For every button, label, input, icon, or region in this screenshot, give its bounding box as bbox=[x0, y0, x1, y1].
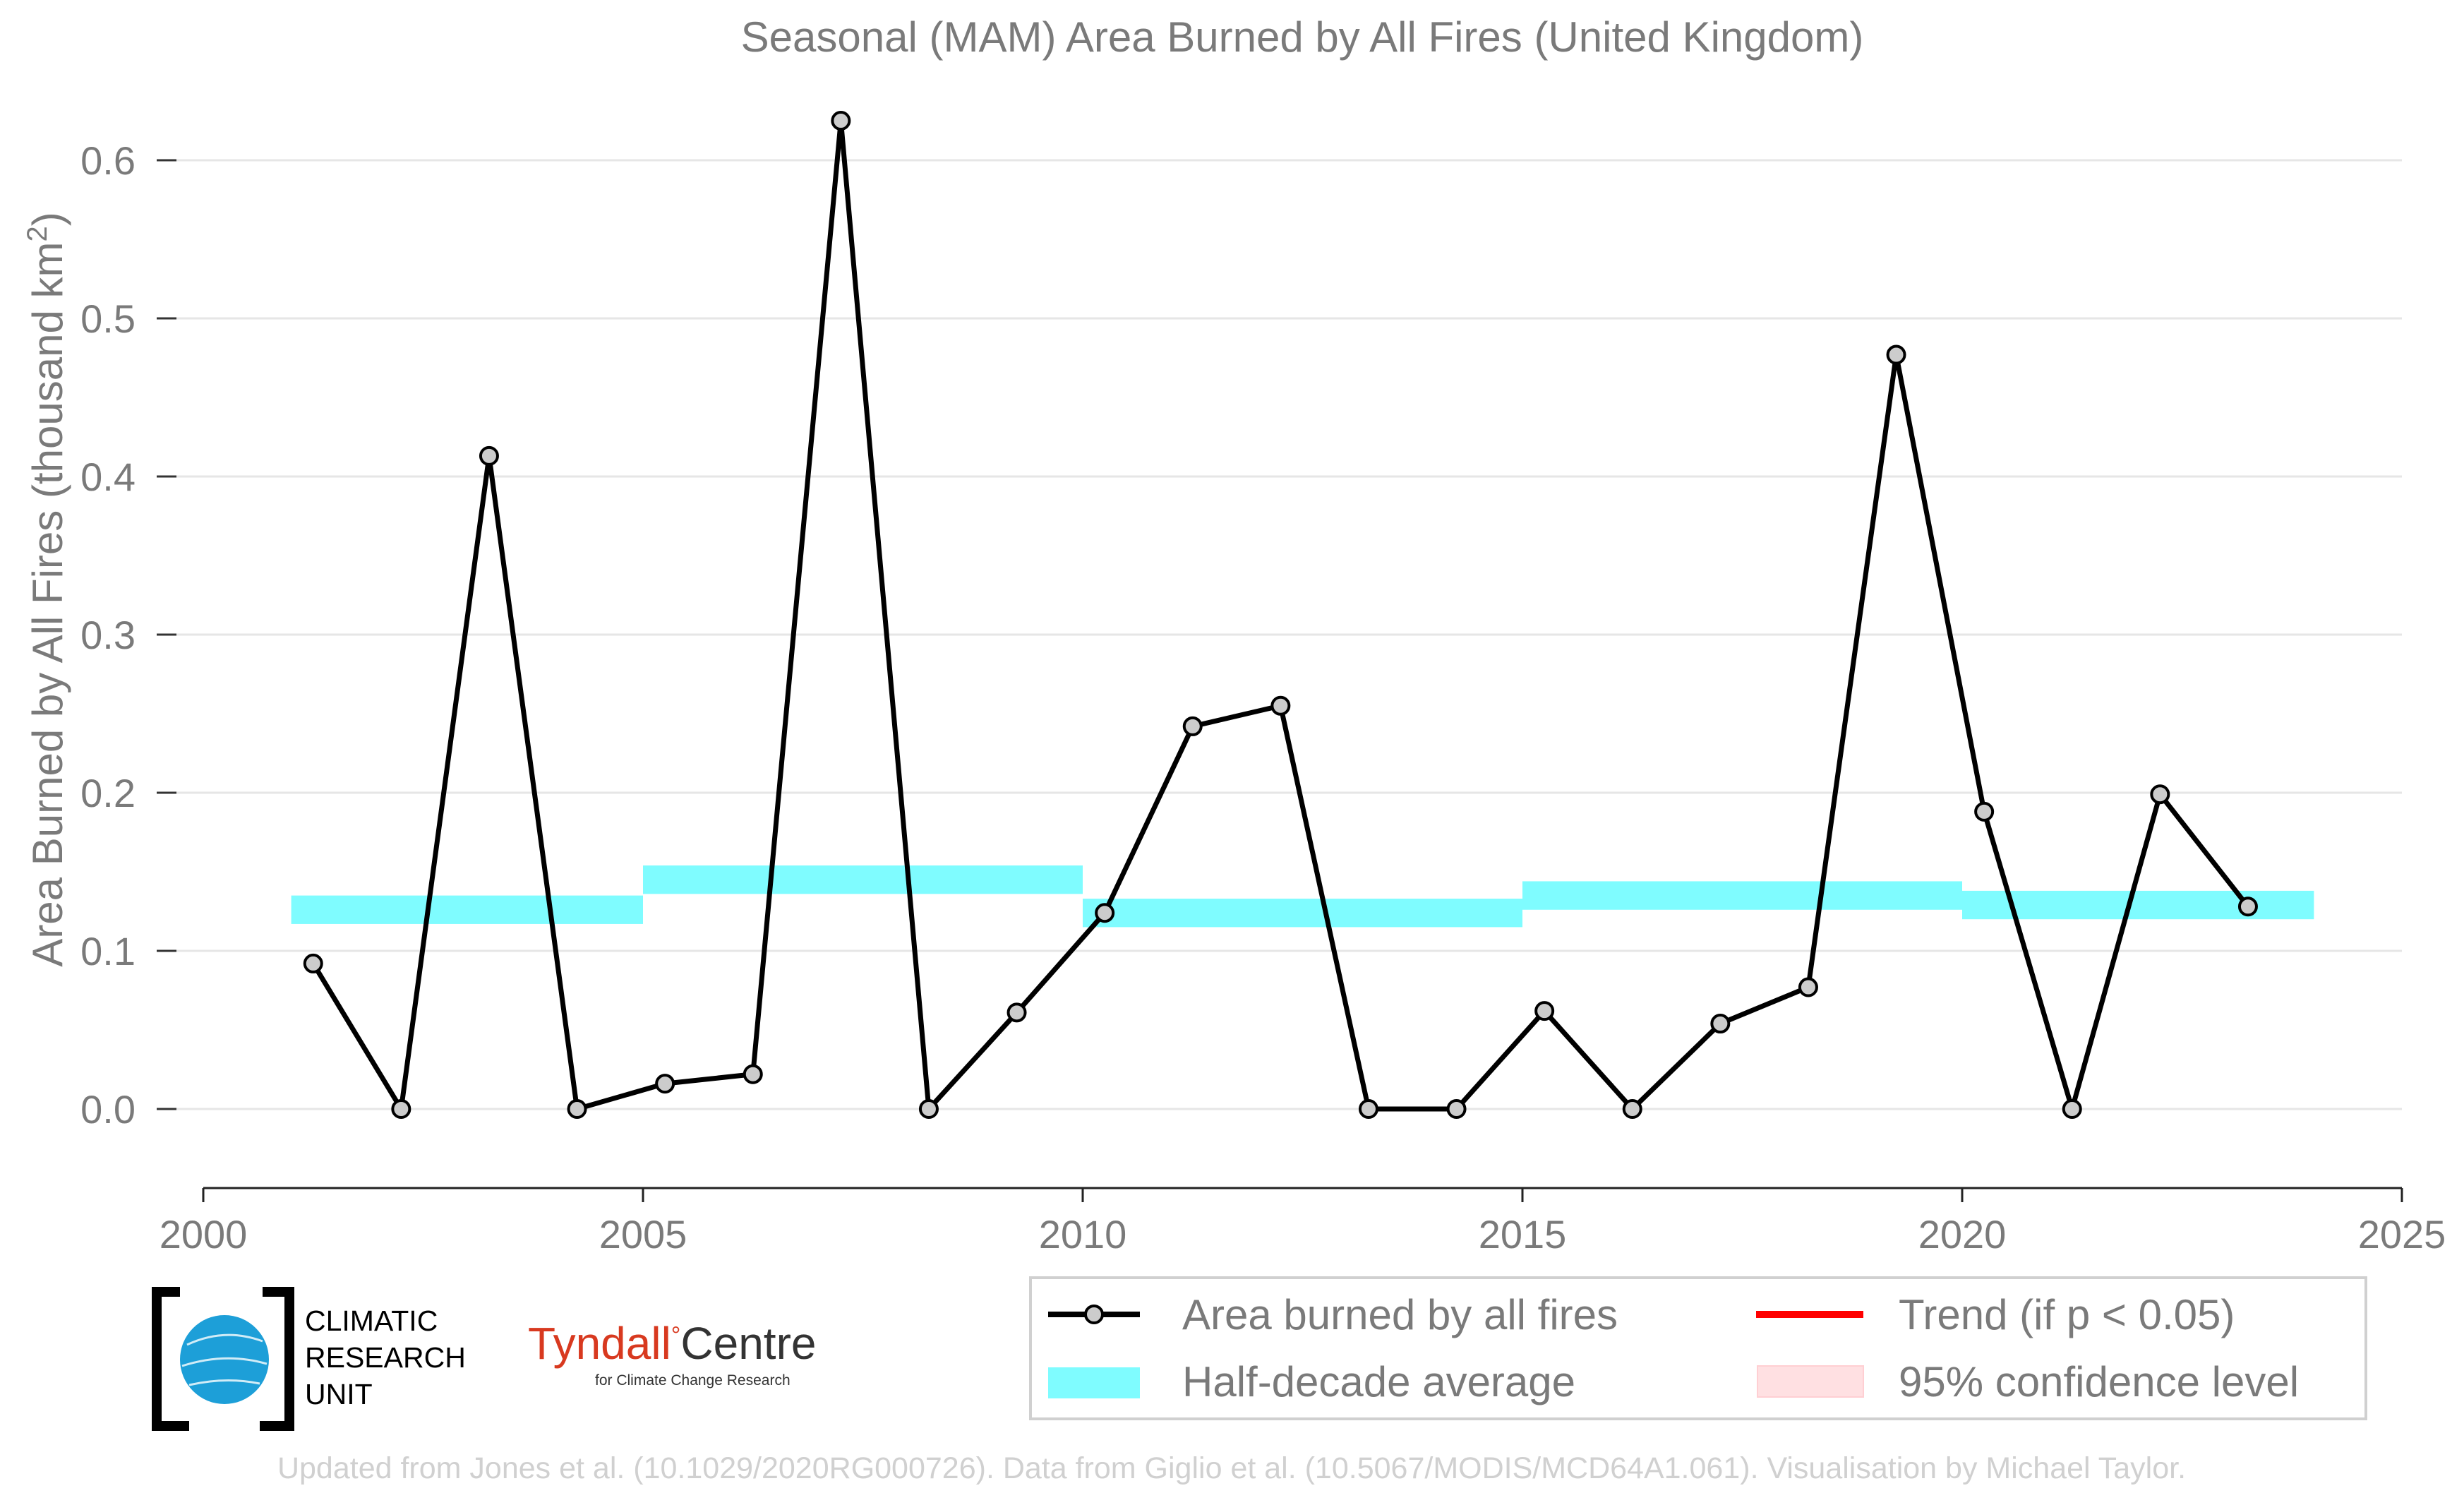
data-point bbox=[479, 445, 499, 466]
data-point bbox=[1886, 344, 1906, 365]
data-point bbox=[1182, 716, 1203, 736]
x-tick-label: 2025 bbox=[2358, 1212, 2446, 1257]
data-point bbox=[743, 1064, 763, 1084]
half-decade-band bbox=[291, 895, 643, 924]
data-point bbox=[2062, 1099, 2082, 1119]
legend-label-series: Area burned by all fires bbox=[1182, 1291, 1618, 1338]
chart-title: Seasonal (MAM) Area Burned by All Fires … bbox=[741, 13, 1864, 61]
data-point bbox=[918, 1099, 939, 1119]
y-tick-label: 0.2 bbox=[80, 771, 136, 815]
y-axis: 0.0 0.1 0.2 0.3 0.4 0.5 0.6 bbox=[80, 138, 176, 1132]
y-axis-label-superscript: 2 bbox=[22, 226, 53, 241]
y-axis-label-close: ) bbox=[24, 212, 71, 226]
y-tick-label: 0.5 bbox=[80, 296, 136, 341]
cru-line-1: CLIMATIC bbox=[305, 1305, 438, 1337]
legend-item-confidence: 95% confidence level bbox=[1757, 1358, 2299, 1405]
series-area-burned bbox=[303, 111, 2258, 1119]
y-tick-label: 0.6 bbox=[80, 138, 136, 183]
half-decade-band bbox=[1083, 899, 1522, 928]
legend-label-trend: Trend (if p < 0.05) bbox=[1899, 1291, 2235, 1338]
y-tick-label: 0.1 bbox=[80, 929, 136, 973]
legend-box bbox=[1029, 1276, 2367, 1420]
legend-item-trend: Trend (if p < 0.05) bbox=[1756, 1291, 2235, 1338]
y-axis-label-text: Area Burned by All Fires (thousand km bbox=[24, 242, 71, 967]
data-point bbox=[655, 1074, 675, 1094]
y-tick-label: 0.4 bbox=[80, 455, 136, 499]
cru-logo: CLIMATIC RESEARCH UNIT bbox=[152, 1287, 466, 1431]
tyndall-subtitle: for Climate Change Research bbox=[595, 1372, 791, 1389]
cru-globe-icon bbox=[180, 1315, 269, 1404]
x-axis: 2000 2005 2010 2015 2020 2025 bbox=[160, 1187, 2446, 1257]
data-point bbox=[1446, 1099, 1467, 1119]
data-point bbox=[1974, 801, 1995, 822]
legend-label-confidence: 95% confidence level bbox=[1899, 1358, 2299, 1405]
legend-band-symbol bbox=[1048, 1367, 1140, 1398]
data-point bbox=[1710, 1014, 1731, 1034]
cru-bracket-left bbox=[152, 1287, 189, 1431]
legend-item-series: Area burned by all fires bbox=[1048, 1291, 1618, 1338]
data-point bbox=[1095, 903, 1115, 923]
legend: Area burned by all fires Trend (if p < 0… bbox=[1029, 1276, 2367, 1420]
y-tick-label: 0.3 bbox=[80, 613, 136, 657]
y-axis-label: Area Burned by All Fires (thousand km2) bbox=[22, 212, 71, 966]
data-point bbox=[1270, 695, 1291, 716]
data-point bbox=[831, 111, 851, 131]
x-tick-label: 2015 bbox=[1479, 1212, 1567, 1257]
x-tick-label: 2010 bbox=[1039, 1212, 1127, 1257]
legend-marker-symbol bbox=[1084, 1305, 1104, 1324]
data-point bbox=[1798, 977, 1818, 997]
data-point bbox=[2237, 897, 2258, 917]
tyndall-logo: Tyndall°Centre for Climate Change Resear… bbox=[528, 1318, 816, 1389]
data-point bbox=[1006, 1002, 1027, 1023]
data-point bbox=[1622, 1099, 1642, 1119]
data-point bbox=[303, 953, 323, 973]
half-decade-band bbox=[643, 865, 1083, 894]
y-tick-label: 0.0 bbox=[80, 1087, 136, 1132]
cru-line-3: UNIT bbox=[305, 1378, 373, 1410]
gridlines bbox=[176, 159, 2402, 1110]
x-tick-label: 2005 bbox=[599, 1212, 687, 1257]
data-point bbox=[1358, 1099, 1378, 1119]
data-point bbox=[2150, 784, 2170, 805]
x-tick-label: 2000 bbox=[160, 1212, 248, 1257]
legend-item-half-decade: Half-decade average bbox=[1048, 1358, 1575, 1405]
x-tick-label: 2020 bbox=[1918, 1212, 2007, 1257]
legend-label-half-decade: Half-decade average bbox=[1182, 1358, 1575, 1405]
data-point bbox=[391, 1099, 411, 1119]
half-decade-band bbox=[1522, 881, 1962, 910]
data-point bbox=[1534, 1001, 1555, 1021]
legend-confidence-symbol bbox=[1757, 1365, 1864, 1398]
tyndall-name: Tyndall°Centre bbox=[528, 1318, 816, 1369]
half-decade-bands bbox=[291, 865, 2314, 928]
cru-bracket-right bbox=[260, 1287, 294, 1431]
credit-line: Updated from Jones et al. (10.1029/2020R… bbox=[277, 1451, 2186, 1485]
data-point bbox=[567, 1099, 587, 1119]
series-line bbox=[311, 118, 2250, 1112]
cru-line-2: RESEARCH bbox=[305, 1341, 466, 1374]
